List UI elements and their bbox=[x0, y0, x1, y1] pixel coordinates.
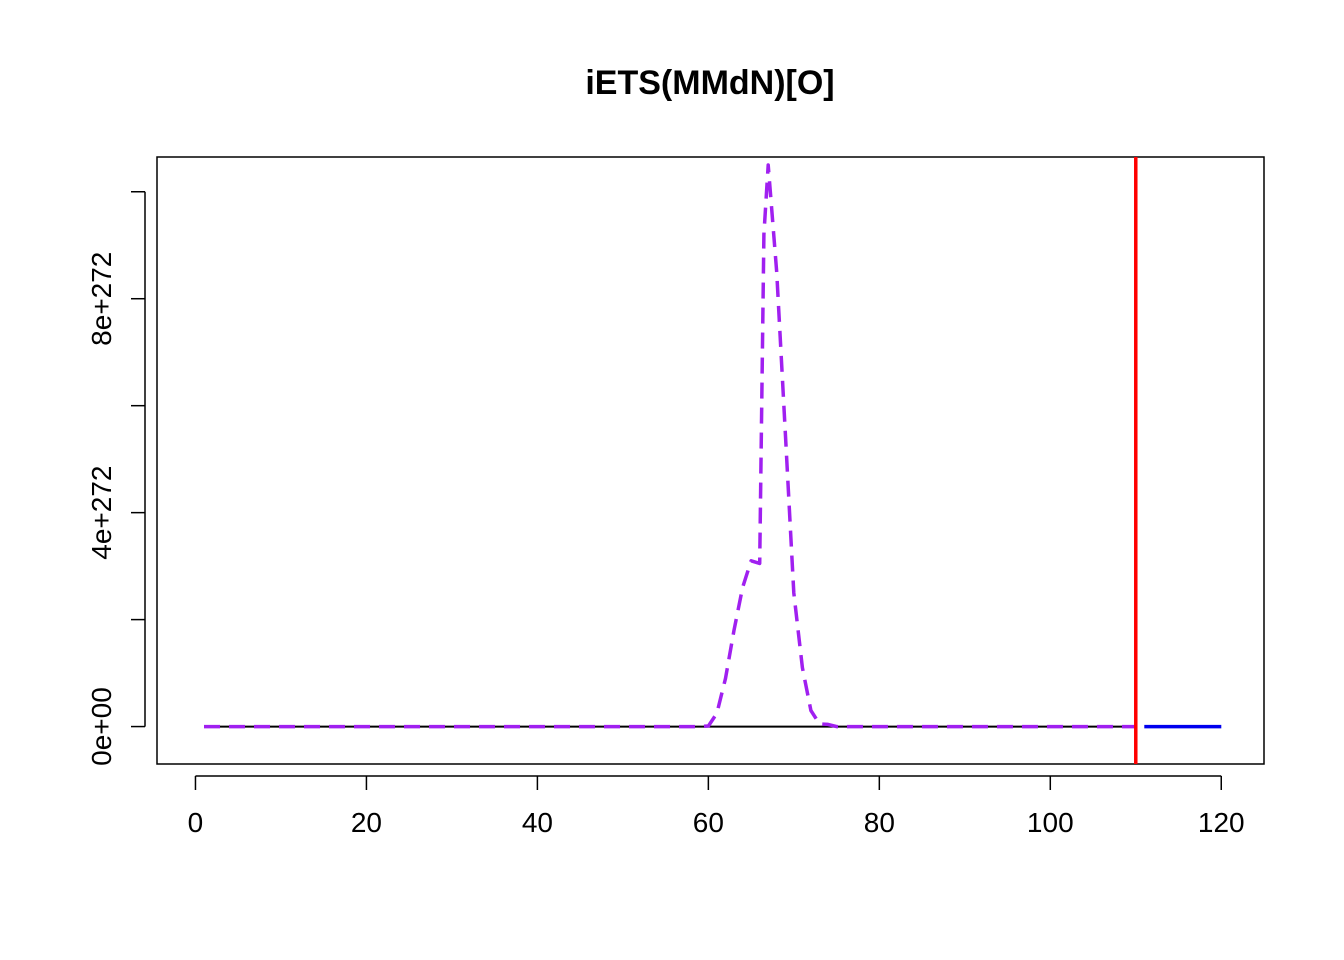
y-tick-label: 4e+272 bbox=[86, 466, 117, 560]
x-tick-label: 120 bbox=[1198, 807, 1245, 838]
plot-frame bbox=[156, 156, 1265, 765]
series-layer bbox=[204, 163, 1222, 729]
x-tick-label: 80 bbox=[864, 807, 895, 838]
x-tick-label: 20 bbox=[351, 807, 382, 838]
y-tick-label: 8e+272 bbox=[86, 252, 117, 346]
y-tick-label: 0e+00 bbox=[86, 687, 117, 766]
series-line-1 bbox=[204, 163, 1136, 729]
x-tick-label: 40 bbox=[522, 807, 553, 838]
x-tick-label: 0 bbox=[188, 807, 204, 838]
x-tick-label: 60 bbox=[693, 807, 724, 838]
chart-title: iETS(MMdN)[O] bbox=[585, 64, 834, 102]
x-axis: 0 20 40 60 80 100 120 bbox=[188, 775, 1245, 838]
y-axis: 0e+00 4e+272 8e+272 bbox=[86, 191, 146, 766]
x-tick-label: 100 bbox=[1027, 807, 1074, 838]
